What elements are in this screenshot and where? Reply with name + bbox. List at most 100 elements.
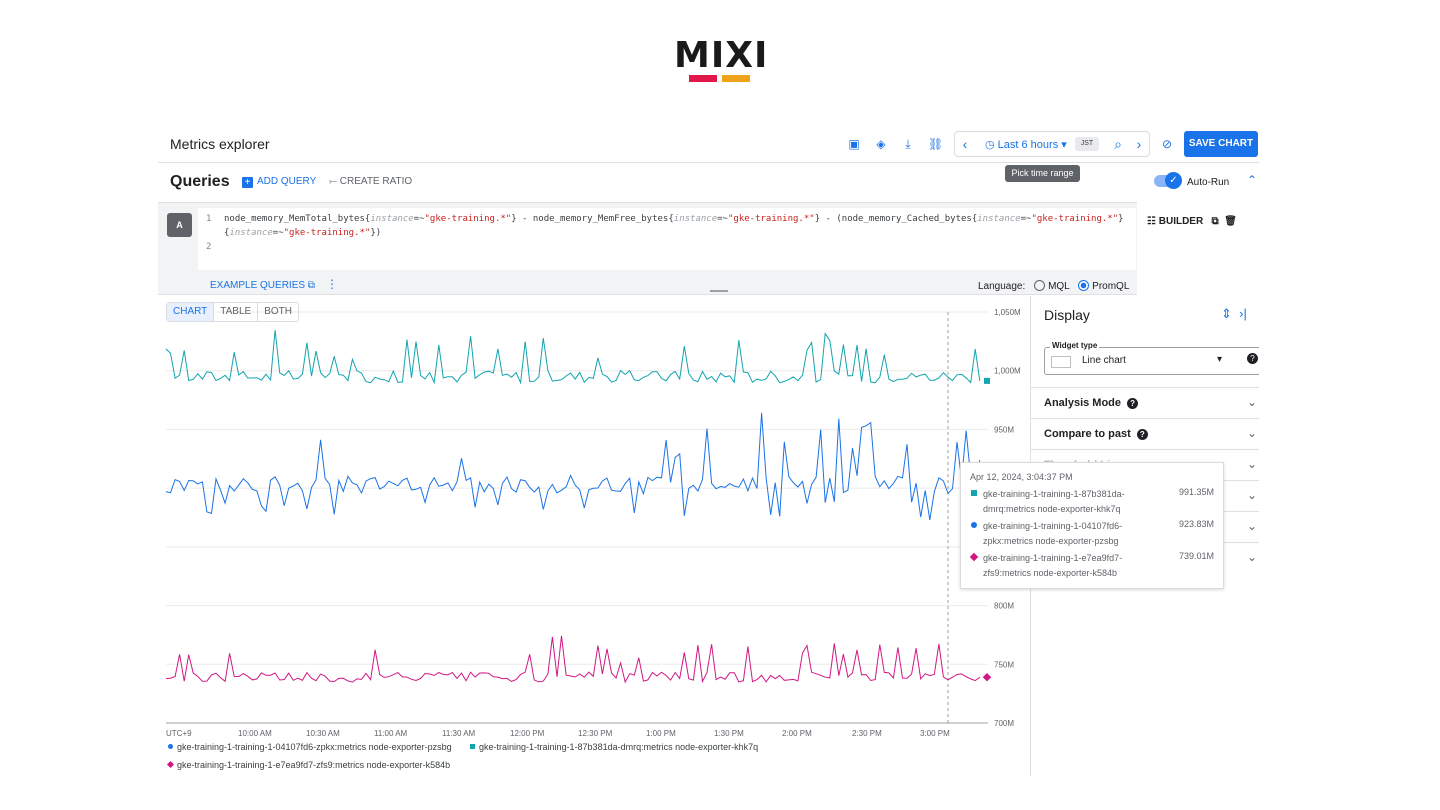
x-tick-label: 2:30 PM bbox=[852, 729, 882, 738]
create-ratio-label: CREATE RATIO bbox=[339, 176, 413, 187]
series-line bbox=[165, 412, 981, 520]
zoom-icon[interactable]: ⌕ bbox=[1114, 136, 1122, 152]
display-title: Display bbox=[1044, 307, 1090, 323]
collapse-icon[interactable]: ⌃ bbox=[1247, 173, 1258, 187]
compare-to-past-row[interactable]: Compare to past? ⌄ bbox=[1031, 418, 1259, 449]
add-query-label: ADD QUERY bbox=[257, 176, 317, 187]
legend-item[interactable]: gke-training-1-training-1-04107fd6-zpkx:… bbox=[168, 742, 452, 752]
download-icon[interactable]: ⤓ bbox=[905, 137, 911, 151]
time-range-label[interactable]: ◷ Last 6 hours ▾ bbox=[985, 139, 1067, 151]
widget-type-select[interactable] bbox=[1044, 347, 1259, 375]
x-tick-label: 2:00 PM bbox=[782, 729, 812, 738]
mql-label: MQL bbox=[1048, 281, 1070, 292]
query-badge[interactable]: A bbox=[167, 213, 192, 237]
promql-radio[interactable] bbox=[1078, 280, 1090, 291]
hover-series-value: 923.83M bbox=[1179, 519, 1215, 529]
prev-time-icon[interactable]: ‹ bbox=[962, 136, 968, 152]
more-options-icon[interactable]: ⋮ bbox=[326, 277, 338, 291]
time-range-tooltip: Pick time range bbox=[1005, 165, 1080, 182]
hover-series-name: gke-training-1-training-1-e7ea9fd7-zfs9:… bbox=[983, 553, 1123, 578]
hover-tooltip: Apr 12, 2024, 3:04:37 PM gke-training-1-… bbox=[960, 462, 1224, 589]
hover-time: Apr 12, 2024, 3:04:37 PM bbox=[970, 472, 1073, 482]
y-tick-label: 950M bbox=[994, 425, 1014, 434]
widget-type-label: Widget type bbox=[1050, 341, 1100, 350]
save-chart-button[interactable]: SAVE CHART bbox=[1184, 131, 1258, 157]
line-chart-icon bbox=[1051, 356, 1071, 368]
hover-series-name: gke-training-1-training-1-04107fd6-zpkx:… bbox=[983, 521, 1123, 546]
help-icon[interactable]: ? bbox=[1127, 398, 1139, 409]
add-query-button[interactable]: + ADD QUERY bbox=[242, 176, 316, 188]
page-title: Metrics explorer bbox=[170, 136, 270, 152]
series-line bbox=[165, 329, 981, 385]
x-tick-label: 1:00 PM bbox=[646, 729, 676, 738]
language-selector: Language: MQL PromQL bbox=[978, 280, 1129, 292]
resize-handle[interactable] bbox=[710, 290, 728, 292]
promql-label: PromQL bbox=[1092, 281, 1130, 292]
delete-icon[interactable]: 🗑 bbox=[1224, 216, 1237, 227]
square-marker-icon bbox=[470, 744, 475, 749]
help-icon[interactable]: ? bbox=[1136, 429, 1148, 440]
code-icon[interactable]: ◈ bbox=[876, 137, 886, 151]
timezone-badge[interactable]: JST bbox=[1075, 137, 1099, 151]
tab-chart[interactable]: CHART bbox=[167, 303, 215, 321]
logo-bar-red bbox=[689, 75, 717, 82]
chevron-down-icon[interactable]: ⌄ bbox=[1247, 550, 1258, 564]
hover-series-value: 991.35M bbox=[1179, 487, 1215, 497]
dropdown-arrow-icon[interactable]: ▾ bbox=[1217, 354, 1223, 365]
metrics-explorer-app: Metrics explorer ▣ ◈ ⤓ ⛓ ‹ ◷ Last 6 hour… bbox=[158, 126, 1259, 776]
hover-series-value: 739.01M bbox=[1179, 551, 1215, 561]
link-icon[interactable]: ⛓ bbox=[928, 137, 944, 151]
hover-row: gke-training-1-training-1-87b381da-dmrq:… bbox=[971, 487, 1221, 517]
tab-both[interactable]: BOTH bbox=[264, 306, 292, 317]
line-number: 2 bbox=[206, 242, 212, 252]
mql-radio[interactable] bbox=[1034, 280, 1046, 291]
x-tick-label: 3:00 PM bbox=[920, 729, 950, 738]
hover-row: gke-training-1-training-1-e7ea9fd7-zfs9:… bbox=[969, 551, 1221, 581]
query-editor-section: A 1 node_memory_MemTotal_bytes{instance=… bbox=[158, 202, 1137, 295]
row-label: Analysis Mode? bbox=[1044, 397, 1139, 409]
copy-icon[interactable]: ⧉ bbox=[1211, 216, 1219, 227]
example-queries-link[interactable]: EXAMPLE QUERIES ⧉ bbox=[210, 280, 315, 291]
time-range-picker[interactable]: ‹ ◷ Last 6 hours ▾ JST ⌕ › bbox=[954, 131, 1150, 157]
x-tick-label: 10:30 AM bbox=[306, 729, 340, 738]
help-icon[interactable]: ? bbox=[1247, 353, 1258, 364]
chevron-down-icon[interactable]: ⌄ bbox=[1247, 457, 1258, 471]
next-time-icon[interactable]: › bbox=[1136, 136, 1142, 152]
chevron-down-icon[interactable]: ⌄ bbox=[1247, 426, 1258, 440]
x-tick-label: 12:30 PM bbox=[578, 729, 613, 738]
query-editor[interactable]: 1 node_memory_MemTotal_bytes{instance=~"… bbox=[198, 208, 1136, 270]
builder-button[interactable]: ☷ BUILDER ⧉ 🗑 bbox=[1147, 216, 1237, 227]
chevron-down-icon[interactable]: ⌄ bbox=[1247, 395, 1258, 409]
y-tick-label: 800M bbox=[994, 602, 1014, 611]
hover-series-name: gke-training-1-training-1-87b381da-dmrq:… bbox=[983, 489, 1125, 514]
legend-item[interactable]: gke-training-1-training-1-87b381da-dmrq:… bbox=[470, 742, 758, 752]
logo-text: MIXI bbox=[674, 35, 769, 76]
y-tick-label: 1,000M bbox=[994, 367, 1021, 376]
expand-icon[interactable]: ⇕ bbox=[1221, 306, 1232, 321]
line-number: 1 bbox=[206, 214, 212, 224]
auto-refresh-off-icon[interactable]: ⊘ bbox=[1161, 137, 1173, 151]
hover-row: gke-training-1-training-1-04107fd6-zpkx:… bbox=[971, 519, 1221, 549]
legend-item[interactable]: gke-training-1-training-1-e7ea9fd7-zfs9:… bbox=[166, 760, 450, 770]
row-label: Compare to past? bbox=[1044, 428, 1148, 440]
series-end-marker bbox=[982, 672, 992, 682]
chevron-down-icon[interactable]: ⌄ bbox=[1247, 519, 1258, 533]
analysis-mode-row[interactable]: Analysis Mode? ⌄ bbox=[1031, 387, 1259, 418]
add-icon: + bbox=[242, 177, 253, 188]
x-tick-label: UTC+9 bbox=[166, 729, 192, 738]
query-line-1-wrap: {instance=~"gke-training.*"}) bbox=[224, 228, 382, 238]
x-tick-label: 11:00 AM bbox=[374, 729, 408, 738]
auto-run-check-icon[interactable]: ✓ bbox=[1165, 172, 1182, 189]
circle-marker-icon bbox=[971, 522, 977, 528]
logo-bar-orange bbox=[722, 75, 750, 82]
query-line-1: node_memory_MemTotal_bytes{instance=~"gk… bbox=[224, 214, 1124, 224]
widget-type-value: Line chart bbox=[1082, 355, 1126, 366]
diamond-marker-icon bbox=[166, 760, 175, 769]
time-range-value: Last 6 hours bbox=[997, 139, 1059, 151]
collapse-panel-icon[interactable]: ›| bbox=[1239, 306, 1247, 321]
tab-table[interactable]: TABLE bbox=[214, 303, 259, 321]
language-label: Language: bbox=[978, 281, 1026, 292]
chevron-down-icon[interactable]: ⌄ bbox=[1247, 488, 1258, 502]
feedback-icon[interactable]: ▣ bbox=[848, 137, 860, 151]
create-ratio-button[interactable]: ⤚ CREATE RATIO bbox=[329, 176, 413, 187]
